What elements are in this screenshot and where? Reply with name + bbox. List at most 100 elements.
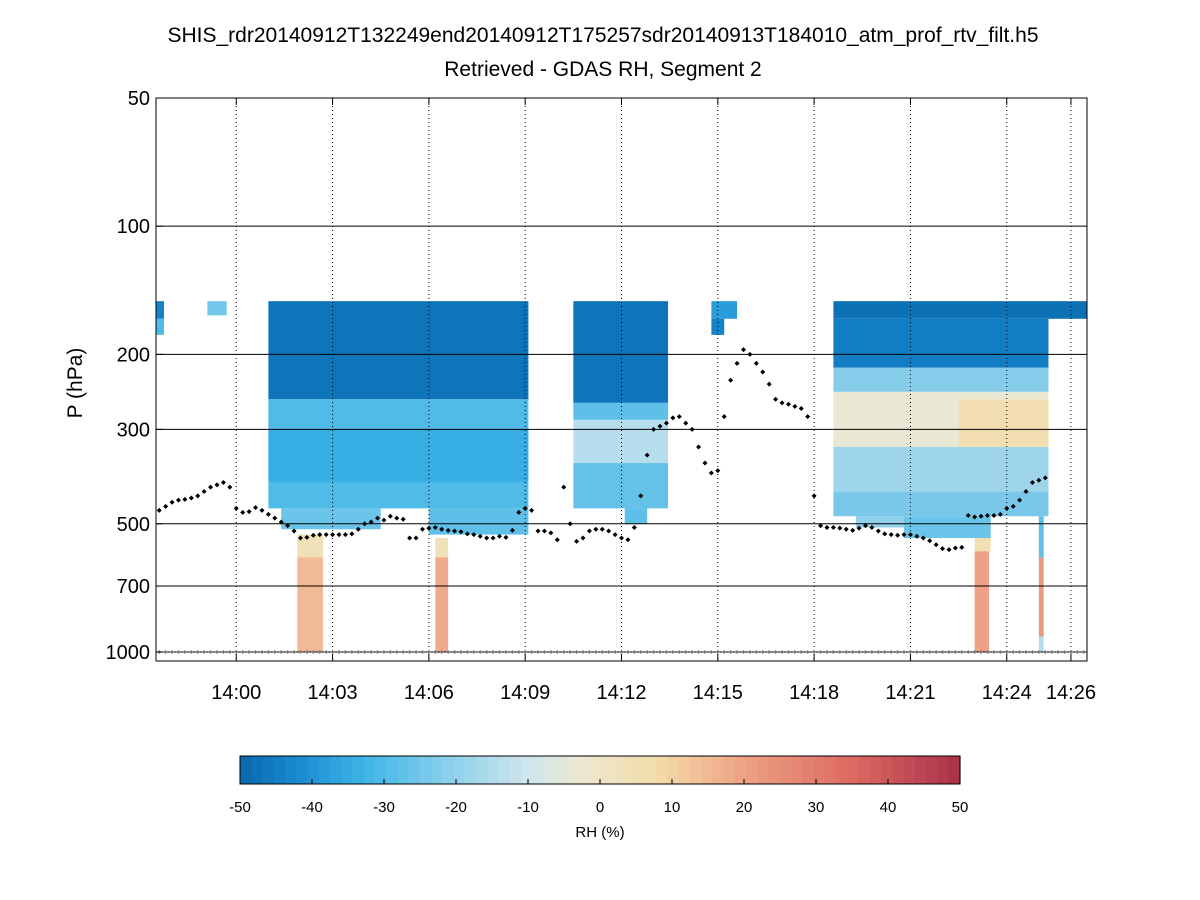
marker-point <box>278 519 284 525</box>
colorbar-swatch <box>825 756 837 784</box>
colorbar-swatch <box>746 756 759 784</box>
colorbar-swatch <box>476 756 489 784</box>
rh-cell <box>833 446 1049 492</box>
rh-cell <box>974 538 991 552</box>
floor-marker <box>176 649 181 654</box>
floor-marker <box>914 649 919 654</box>
rh-cell <box>207 301 227 316</box>
marker-point <box>875 528 881 534</box>
marker-point <box>882 531 888 537</box>
marker-point <box>792 403 798 409</box>
marker-point <box>400 516 406 522</box>
colorbar-swatch <box>442 756 455 784</box>
floor-marker <box>677 649 682 654</box>
marker-point <box>208 484 214 490</box>
colorbar-swatch <box>645 756 657 784</box>
marker-point <box>663 420 669 426</box>
marker-point <box>856 525 862 531</box>
colorbar-swatch <box>611 756 624 784</box>
floor-marker <box>414 649 419 654</box>
rh-cell <box>435 557 449 652</box>
floor-marker <box>824 649 829 654</box>
colorbar-swatch <box>465 756 477 784</box>
marker-point <box>156 507 162 513</box>
colorbar-tick-label: -50 <box>229 799 251 816</box>
rh-heatmap <box>156 301 1087 652</box>
rh-cell <box>268 399 529 430</box>
marker-point <box>554 537 560 543</box>
floor-marker <box>702 649 707 654</box>
floor-marker <box>561 649 566 654</box>
floor-marker <box>818 649 823 654</box>
colorbar-swatch <box>296 756 309 784</box>
floor-marker <box>446 649 451 654</box>
marker-point <box>927 538 933 544</box>
floor-marker <box>484 649 489 654</box>
floor-marker <box>780 649 785 654</box>
marker-point <box>567 521 573 527</box>
marker-point <box>516 509 522 515</box>
floor-marker <box>516 649 521 654</box>
floor-marker <box>407 649 412 654</box>
rh-cell <box>833 367 1049 392</box>
marker-point <box>330 532 336 538</box>
colorbar-swatch <box>273 756 286 784</box>
floor-marker <box>946 649 951 654</box>
colorbar-tick-label: 40 <box>880 799 897 816</box>
marker-point <box>599 526 605 532</box>
floor-marker <box>979 649 984 654</box>
marker-point <box>837 525 843 531</box>
marker-point <box>413 535 419 541</box>
floor-marker <box>548 649 553 654</box>
colorbar-swatch <box>813 756 826 784</box>
x-tick-label: 14:21 <box>885 682 935 704</box>
x-tick-label: 14:26 <box>1046 682 1096 704</box>
marker-point <box>779 400 785 406</box>
floor-marker <box>253 649 258 654</box>
y-tick-label: 700 <box>117 576 150 598</box>
floor-marker <box>336 649 341 654</box>
marker-point <box>227 484 233 490</box>
rh-cell <box>1038 516 1044 558</box>
colorbar-swatch <box>532 756 545 784</box>
marker-point <box>740 347 746 353</box>
colorbar-swatch <box>330 756 342 784</box>
colorbar-tick-label: 0 <box>596 799 604 816</box>
floor-marker <box>362 649 367 654</box>
marker-point <box>375 515 381 521</box>
colorbar-tick-label: -30 <box>373 799 395 816</box>
floor-marker <box>1004 649 1009 654</box>
colorbar-swatch <box>375 756 387 784</box>
colorbar-tick-label: -10 <box>517 799 539 816</box>
marker-point <box>753 360 759 366</box>
colorbar-swatch <box>487 756 500 784</box>
colorbar-axis: -50 -40 -30 -20 -10 0 10 20 30 40 50 <box>229 779 968 816</box>
floor-marker <box>741 649 746 654</box>
floor-marker <box>844 649 849 654</box>
colorbar-swatch <box>937 756 950 784</box>
marker-point <box>920 535 926 541</box>
floor-marker <box>625 649 630 654</box>
floor-marker <box>889 649 894 654</box>
colorbar-tick-label: 20 <box>736 799 753 816</box>
rh-cell <box>711 301 738 319</box>
marker-point <box>785 401 791 407</box>
marker-point <box>715 468 721 474</box>
floor-marker <box>189 649 194 654</box>
marker-point <box>304 534 310 540</box>
floor-marker <box>927 649 932 654</box>
floor-marker <box>876 649 881 654</box>
floor-marker <box>953 649 958 654</box>
marker-point <box>535 528 541 534</box>
floor-marker <box>259 649 264 654</box>
floor-marker <box>401 649 406 654</box>
colorbar-swatch <box>251 756 264 784</box>
floor-marker <box>632 649 637 654</box>
floor-marker <box>658 649 663 654</box>
colorbar-swatch <box>285 756 297 784</box>
colorbar-swatch <box>915 756 927 784</box>
rh-cell <box>297 534 323 558</box>
marker-point <box>233 505 239 511</box>
floor-marker <box>837 649 842 654</box>
floor-marker <box>921 649 926 654</box>
